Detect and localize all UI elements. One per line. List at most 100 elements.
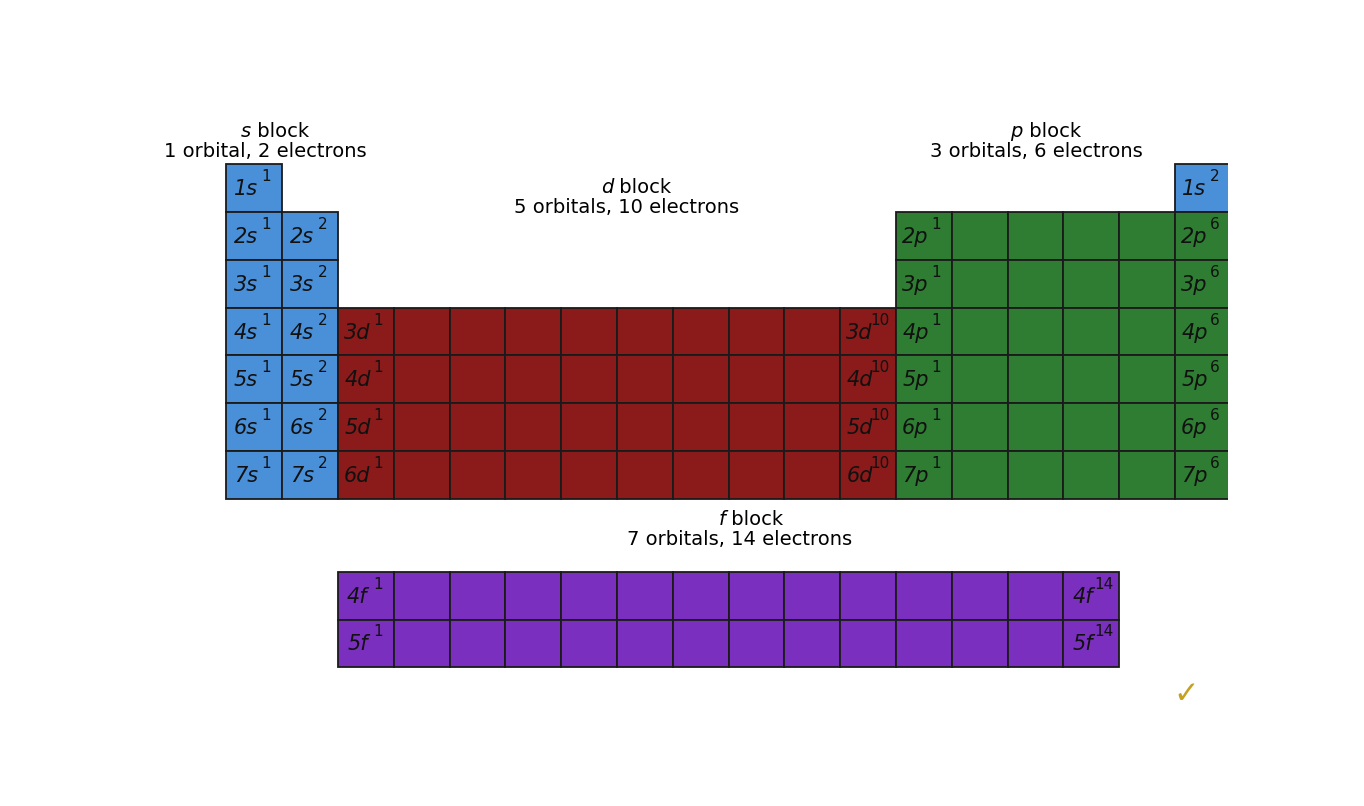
Text: 7 orbitals, 14 electrons: 7 orbitals, 14 electrons [627, 530, 852, 549]
Bar [282, 308, 338, 355]
Bar [505, 620, 561, 667]
Text: 4p: 4p [902, 322, 929, 343]
Bar [1174, 212, 1230, 260]
Bar [505, 355, 561, 403]
Bar [728, 571, 784, 620]
Bar [1174, 355, 1230, 403]
Text: p: p [1011, 123, 1023, 141]
Bar [1174, 164, 1230, 212]
Bar [896, 355, 952, 403]
Bar [282, 355, 338, 403]
Bar [561, 355, 617, 403]
Text: 4d: 4d [847, 370, 873, 390]
Text: 1: 1 [262, 265, 271, 280]
Bar [840, 403, 896, 451]
Bar [226, 260, 282, 308]
Bar [226, 164, 282, 212]
Text: 1: 1 [932, 217, 941, 232]
Text: 6p: 6p [1181, 418, 1207, 438]
Text: 3 orbitals, 6 electrons: 3 orbitals, 6 electrons [930, 143, 1143, 161]
Bar [784, 451, 840, 499]
Bar [672, 403, 728, 451]
Text: 5f: 5f [1072, 634, 1093, 654]
Bar [840, 308, 896, 355]
Text: 1: 1 [932, 313, 941, 327]
Text: 3p: 3p [902, 275, 929, 295]
Text: 2: 2 [318, 408, 327, 423]
Bar [1118, 260, 1174, 308]
Bar [617, 451, 672, 499]
Text: 4p: 4p [1181, 322, 1207, 343]
Text: 6: 6 [1210, 217, 1219, 232]
Bar [728, 355, 784, 403]
Bar [282, 403, 338, 451]
Bar [896, 620, 952, 667]
Bar [672, 355, 728, 403]
Bar [784, 403, 840, 451]
Bar [1008, 403, 1064, 451]
Text: 2: 2 [318, 217, 327, 232]
Text: 14: 14 [1094, 625, 1113, 639]
Text: 1: 1 [374, 408, 383, 423]
Bar [1064, 355, 1118, 403]
Text: 2p: 2p [902, 227, 929, 247]
Bar [952, 403, 1008, 451]
Bar [450, 571, 505, 620]
Text: 2: 2 [318, 265, 327, 280]
Bar [896, 403, 952, 451]
Text: 5 orbitals, 10 electrons: 5 orbitals, 10 electrons [514, 198, 739, 217]
Bar [338, 620, 394, 667]
Bar [338, 571, 394, 620]
Text: 4f: 4f [346, 587, 368, 607]
Bar [896, 260, 952, 308]
Bar [450, 355, 505, 403]
Text: 1: 1 [374, 360, 383, 376]
Bar [728, 620, 784, 667]
Text: 7s: 7s [233, 466, 258, 486]
Text: 10: 10 [870, 313, 889, 327]
Bar [952, 571, 1008, 620]
Bar [226, 403, 282, 451]
Bar [952, 212, 1008, 260]
Text: 1: 1 [374, 313, 383, 327]
Text: 1: 1 [262, 217, 271, 232]
Bar [896, 451, 952, 499]
Text: 5p: 5p [1181, 370, 1207, 390]
Bar [561, 620, 617, 667]
Bar [1064, 571, 1118, 620]
Text: 10: 10 [870, 360, 889, 376]
Bar [617, 571, 672, 620]
Bar [1064, 260, 1118, 308]
Bar [1008, 260, 1064, 308]
Bar [784, 620, 840, 667]
Text: 5s: 5s [233, 370, 258, 390]
Bar [952, 355, 1008, 403]
Bar [1118, 451, 1174, 499]
Bar [450, 451, 505, 499]
Text: 6: 6 [1210, 408, 1219, 423]
Text: 7p: 7p [902, 466, 929, 486]
Bar [1008, 355, 1064, 403]
Text: 3s: 3s [233, 275, 258, 295]
Text: 5s: 5s [289, 370, 314, 390]
Bar [561, 451, 617, 499]
Bar [505, 308, 561, 355]
Text: 5d: 5d [344, 418, 371, 438]
Bar [394, 403, 450, 451]
Bar [394, 451, 450, 499]
Text: block: block [726, 509, 783, 529]
Bar [1118, 212, 1174, 260]
Text: 6s: 6s [289, 418, 314, 438]
Text: 6: 6 [1210, 265, 1219, 280]
Text: 6: 6 [1210, 456, 1219, 471]
Bar [505, 451, 561, 499]
Text: 14: 14 [1094, 577, 1113, 592]
Bar [394, 571, 450, 620]
Text: 1: 1 [374, 456, 383, 471]
Text: 10: 10 [870, 408, 889, 423]
Text: 7p: 7p [1181, 466, 1207, 486]
Text: 3d: 3d [847, 322, 873, 343]
Bar [1118, 308, 1174, 355]
Bar [226, 355, 282, 403]
Text: 6: 6 [1210, 313, 1219, 327]
